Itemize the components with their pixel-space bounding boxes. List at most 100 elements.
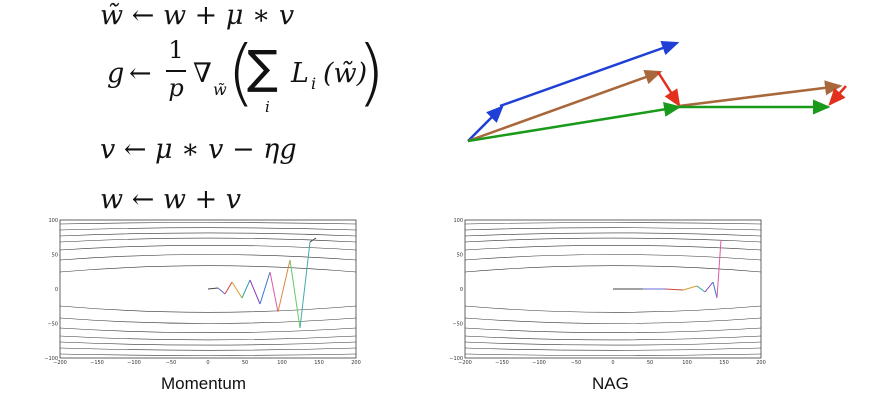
loss-subscript: i bbox=[311, 74, 317, 93]
trajectory-segment bbox=[224, 281, 233, 295]
eq2-lhs: g bbox=[107, 58, 125, 89]
trajectory-segment bbox=[259, 271, 271, 305]
trajectory-segment bbox=[207, 287, 219, 290]
loss-symbol: L bbox=[291, 58, 309, 89]
y-tick-label: 100 bbox=[453, 218, 463, 224]
y-tick-label: −100 bbox=[44, 356, 58, 362]
y-tick-label: −50 bbox=[47, 322, 58, 328]
trajectory-segment bbox=[241, 279, 251, 299]
contour-line bbox=[464, 265, 762, 273]
contour-line bbox=[59, 353, 357, 356]
red-arrow-2 bbox=[828, 85, 847, 106]
contour-line bbox=[59, 327, 357, 333]
trajectory-segment bbox=[712, 281, 718, 299]
trajectory-segment bbox=[696, 285, 706, 293]
fraction-bar bbox=[166, 70, 186, 72]
brown-arrow-1 bbox=[467, 70, 663, 143]
equation-weight: w ← w + v bbox=[100, 184, 242, 215]
x-tick-label: 0 bbox=[611, 360, 614, 366]
x-tick-label: −50 bbox=[166, 360, 177, 366]
left-paren: ( bbox=[227, 30, 256, 114]
y-tick-label: 0 bbox=[460, 287, 463, 293]
trajectory-segment bbox=[682, 285, 698, 291]
contour-line bbox=[464, 232, 762, 237]
x-tick-label: −50 bbox=[571, 360, 582, 366]
nag-caption: NAG bbox=[592, 374, 629, 393]
contour-line bbox=[464, 245, 762, 251]
contour-line bbox=[464, 305, 762, 313]
contour-line bbox=[464, 254, 762, 261]
trajectory-segment bbox=[249, 279, 261, 305]
x-tick-label: −200 bbox=[458, 360, 472, 366]
trajectory-segment bbox=[231, 281, 243, 299]
x-tick-label: 200 bbox=[351, 360, 361, 366]
eq1-arrow: ← bbox=[131, 0, 155, 31]
x-tick-label: 50 bbox=[242, 360, 248, 366]
loss-argument: (w̃) bbox=[323, 58, 368, 89]
y-tick-label: −100 bbox=[449, 356, 463, 362]
trajectory-segment bbox=[704, 281, 714, 293]
red-arrow-1 bbox=[656, 71, 681, 108]
contour-line bbox=[59, 341, 357, 346]
blue-arrow-short bbox=[467, 105, 504, 142]
fraction-numerator: 1 bbox=[168, 36, 184, 64]
contour-line bbox=[59, 335, 357, 341]
right-paren: ) bbox=[357, 30, 386, 114]
contour-line bbox=[464, 353, 762, 356]
trajectory-segment bbox=[289, 259, 301, 329]
contour-line bbox=[464, 222, 762, 225]
contour-line bbox=[464, 335, 762, 341]
y-tick-label: 50 bbox=[457, 253, 463, 259]
x-tick-label: −150 bbox=[90, 360, 104, 366]
x-tick-label: 0 bbox=[206, 360, 209, 366]
contour-line bbox=[59, 254, 357, 261]
momentum-caption: Momentum bbox=[161, 374, 247, 393]
trajectory-segment bbox=[299, 241, 311, 329]
contour-line bbox=[464, 237, 762, 243]
x-tick-label: 100 bbox=[277, 360, 287, 366]
sum-symbol: ∑ bbox=[247, 40, 278, 94]
trajectory-segment bbox=[269, 271, 279, 313]
y-tick-label: 0 bbox=[55, 287, 58, 293]
nag-contour-plot bbox=[464, 219, 762, 359]
blue-arrow-long bbox=[499, 40, 680, 108]
contour-line bbox=[464, 227, 762, 231]
nabla-symbol: ∇ bbox=[193, 58, 212, 89]
trajectory-segment bbox=[217, 287, 226, 295]
brown-arrow-2 bbox=[678, 80, 843, 108]
sum-subscript: i bbox=[265, 98, 270, 116]
contour-line bbox=[59, 222, 357, 225]
x-tick-label: 150 bbox=[314, 360, 324, 366]
trajectory-segment bbox=[277, 259, 291, 313]
eq2-arrow: ← bbox=[129, 58, 152, 89]
x-tick-label: −100 bbox=[127, 360, 141, 366]
equation-lookahead: w̃ ← w + μ ∗ v bbox=[100, 0, 294, 31]
x-tick-label: 150 bbox=[719, 360, 729, 366]
contour-line bbox=[464, 327, 762, 333]
contour-line bbox=[59, 232, 357, 237]
green-arrow-1 bbox=[467, 101, 682, 143]
momentum-contour-plot bbox=[59, 219, 357, 359]
equation-velocity: v ← μ ∗ v − ηg bbox=[100, 134, 297, 165]
y-tick-label: 100 bbox=[48, 218, 58, 224]
eq1-lhs: w̃ bbox=[100, 0, 124, 31]
contour-line bbox=[59, 317, 357, 324]
x-tick-label: −200 bbox=[53, 360, 67, 366]
x-tick-label: 200 bbox=[756, 360, 766, 366]
x-tick-label: 50 bbox=[647, 360, 653, 366]
contour-line bbox=[59, 245, 357, 251]
x-tick-label: 100 bbox=[682, 360, 692, 366]
contour-line bbox=[464, 341, 762, 346]
trajectory-segment bbox=[309, 237, 317, 243]
contour-line bbox=[59, 237, 357, 243]
x-tick-label: −150 bbox=[495, 360, 509, 366]
y-tick-label: −50 bbox=[452, 322, 463, 328]
contour-line bbox=[464, 347, 762, 351]
contour-line bbox=[59, 305, 357, 313]
x-tick-label: −100 bbox=[532, 360, 546, 366]
trajectory-segment bbox=[664, 288, 684, 291]
eq1-rhs: w + μ ∗ v bbox=[162, 0, 295, 31]
